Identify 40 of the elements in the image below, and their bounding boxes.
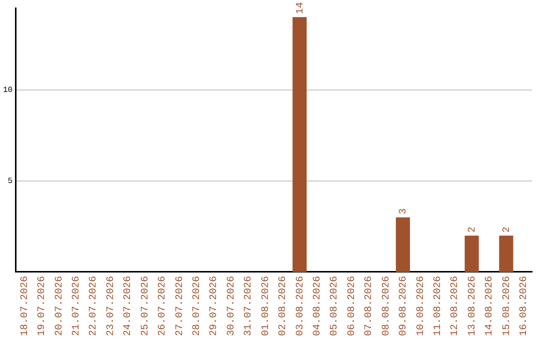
x-tick-label: 14.08.2026: [484, 276, 496, 336]
x-tick-label: 03.08.2026: [295, 276, 306, 336]
bar: [499, 236, 514, 272]
x-tick-label: 13.08.2026: [467, 276, 478, 336]
data-label: 3: [398, 208, 410, 214]
x-tick-label: 10.08.2026: [416, 276, 427, 336]
x-tick-label: 29.07.2026: [209, 276, 220, 336]
y-tick-label: 5: [8, 177, 13, 186]
x-tick-label: 09.08.2026: [398, 276, 410, 336]
data-label: 2: [467, 226, 478, 233]
x-tick-label: 11.08.2026: [432, 276, 444, 336]
x-tick-label: 18.07.2026: [20, 276, 31, 336]
x-tick-label: 22.07.2026: [88, 276, 100, 336]
x-tick-label: 28.07.2026: [192, 276, 203, 336]
x-tick-label: 07.08.2026: [364, 276, 376, 336]
y-tick-label: 10: [2, 86, 13, 96]
x-tick-label: 24.07.2026: [123, 276, 134, 336]
x-tick-label: 20.07.2026: [54, 276, 66, 336]
bar: [396, 217, 410, 272]
x-tick-label: 01.08.2026: [260, 276, 272, 336]
x-tick-label: 21.07.2026: [71, 276, 82, 336]
x-tick-label: 26.07.2026: [158, 276, 169, 336]
data-label: 2: [502, 226, 513, 233]
x-tick-label: 27.07.2026: [174, 276, 186, 336]
bar: [292, 17, 307, 272]
x-tick-label: 02.08.2026: [278, 276, 290, 336]
x-tick-label: 31.07.2026: [244, 276, 255, 336]
x-tick-label: 25.07.2026: [140, 276, 152, 336]
x-tick-label: 23.07.2026: [106, 276, 117, 336]
x-tick-label: 06.08.2026: [346, 276, 358, 336]
x-tick-label: 15.08.2026: [502, 276, 513, 336]
x-tick-label: 12.08.2026: [450, 276, 462, 336]
bar: [464, 236, 479, 272]
data-label: 14: [295, 2, 306, 14]
x-tick-label: 30.07.2026: [226, 276, 238, 336]
x-tick-label: 05.08.2026: [330, 276, 341, 336]
x-tick-label: 16.08.2026: [519, 276, 530, 336]
x-tick-label: 04.08.2026: [312, 276, 324, 336]
x-tick-label: 08.08.2026: [381, 276, 392, 336]
x-tick-label: 19.07.2026: [37, 276, 48, 336]
